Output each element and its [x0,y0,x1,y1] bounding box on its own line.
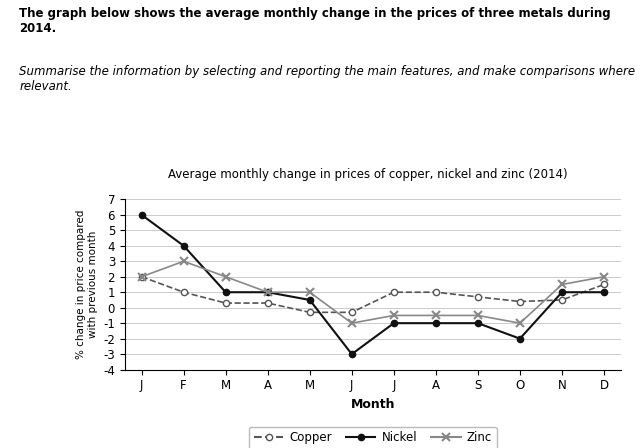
Legend: Copper, Nickel, Zinc: Copper, Nickel, Zinc [249,426,497,448]
Text: Average monthly change in prices of copper, nickel and zinc (2014): Average monthly change in prices of copp… [168,168,568,181]
Text: The graph below shows the average monthly change in the prices of three metals d: The graph below shows the average monthl… [19,7,611,35]
Text: Summarise the information by selecting and reporting the main features, and make: Summarise the information by selecting a… [19,65,636,93]
X-axis label: Month: Month [351,398,395,411]
Y-axis label: % change in price compared
with previous month: % change in price compared with previous… [76,210,98,359]
